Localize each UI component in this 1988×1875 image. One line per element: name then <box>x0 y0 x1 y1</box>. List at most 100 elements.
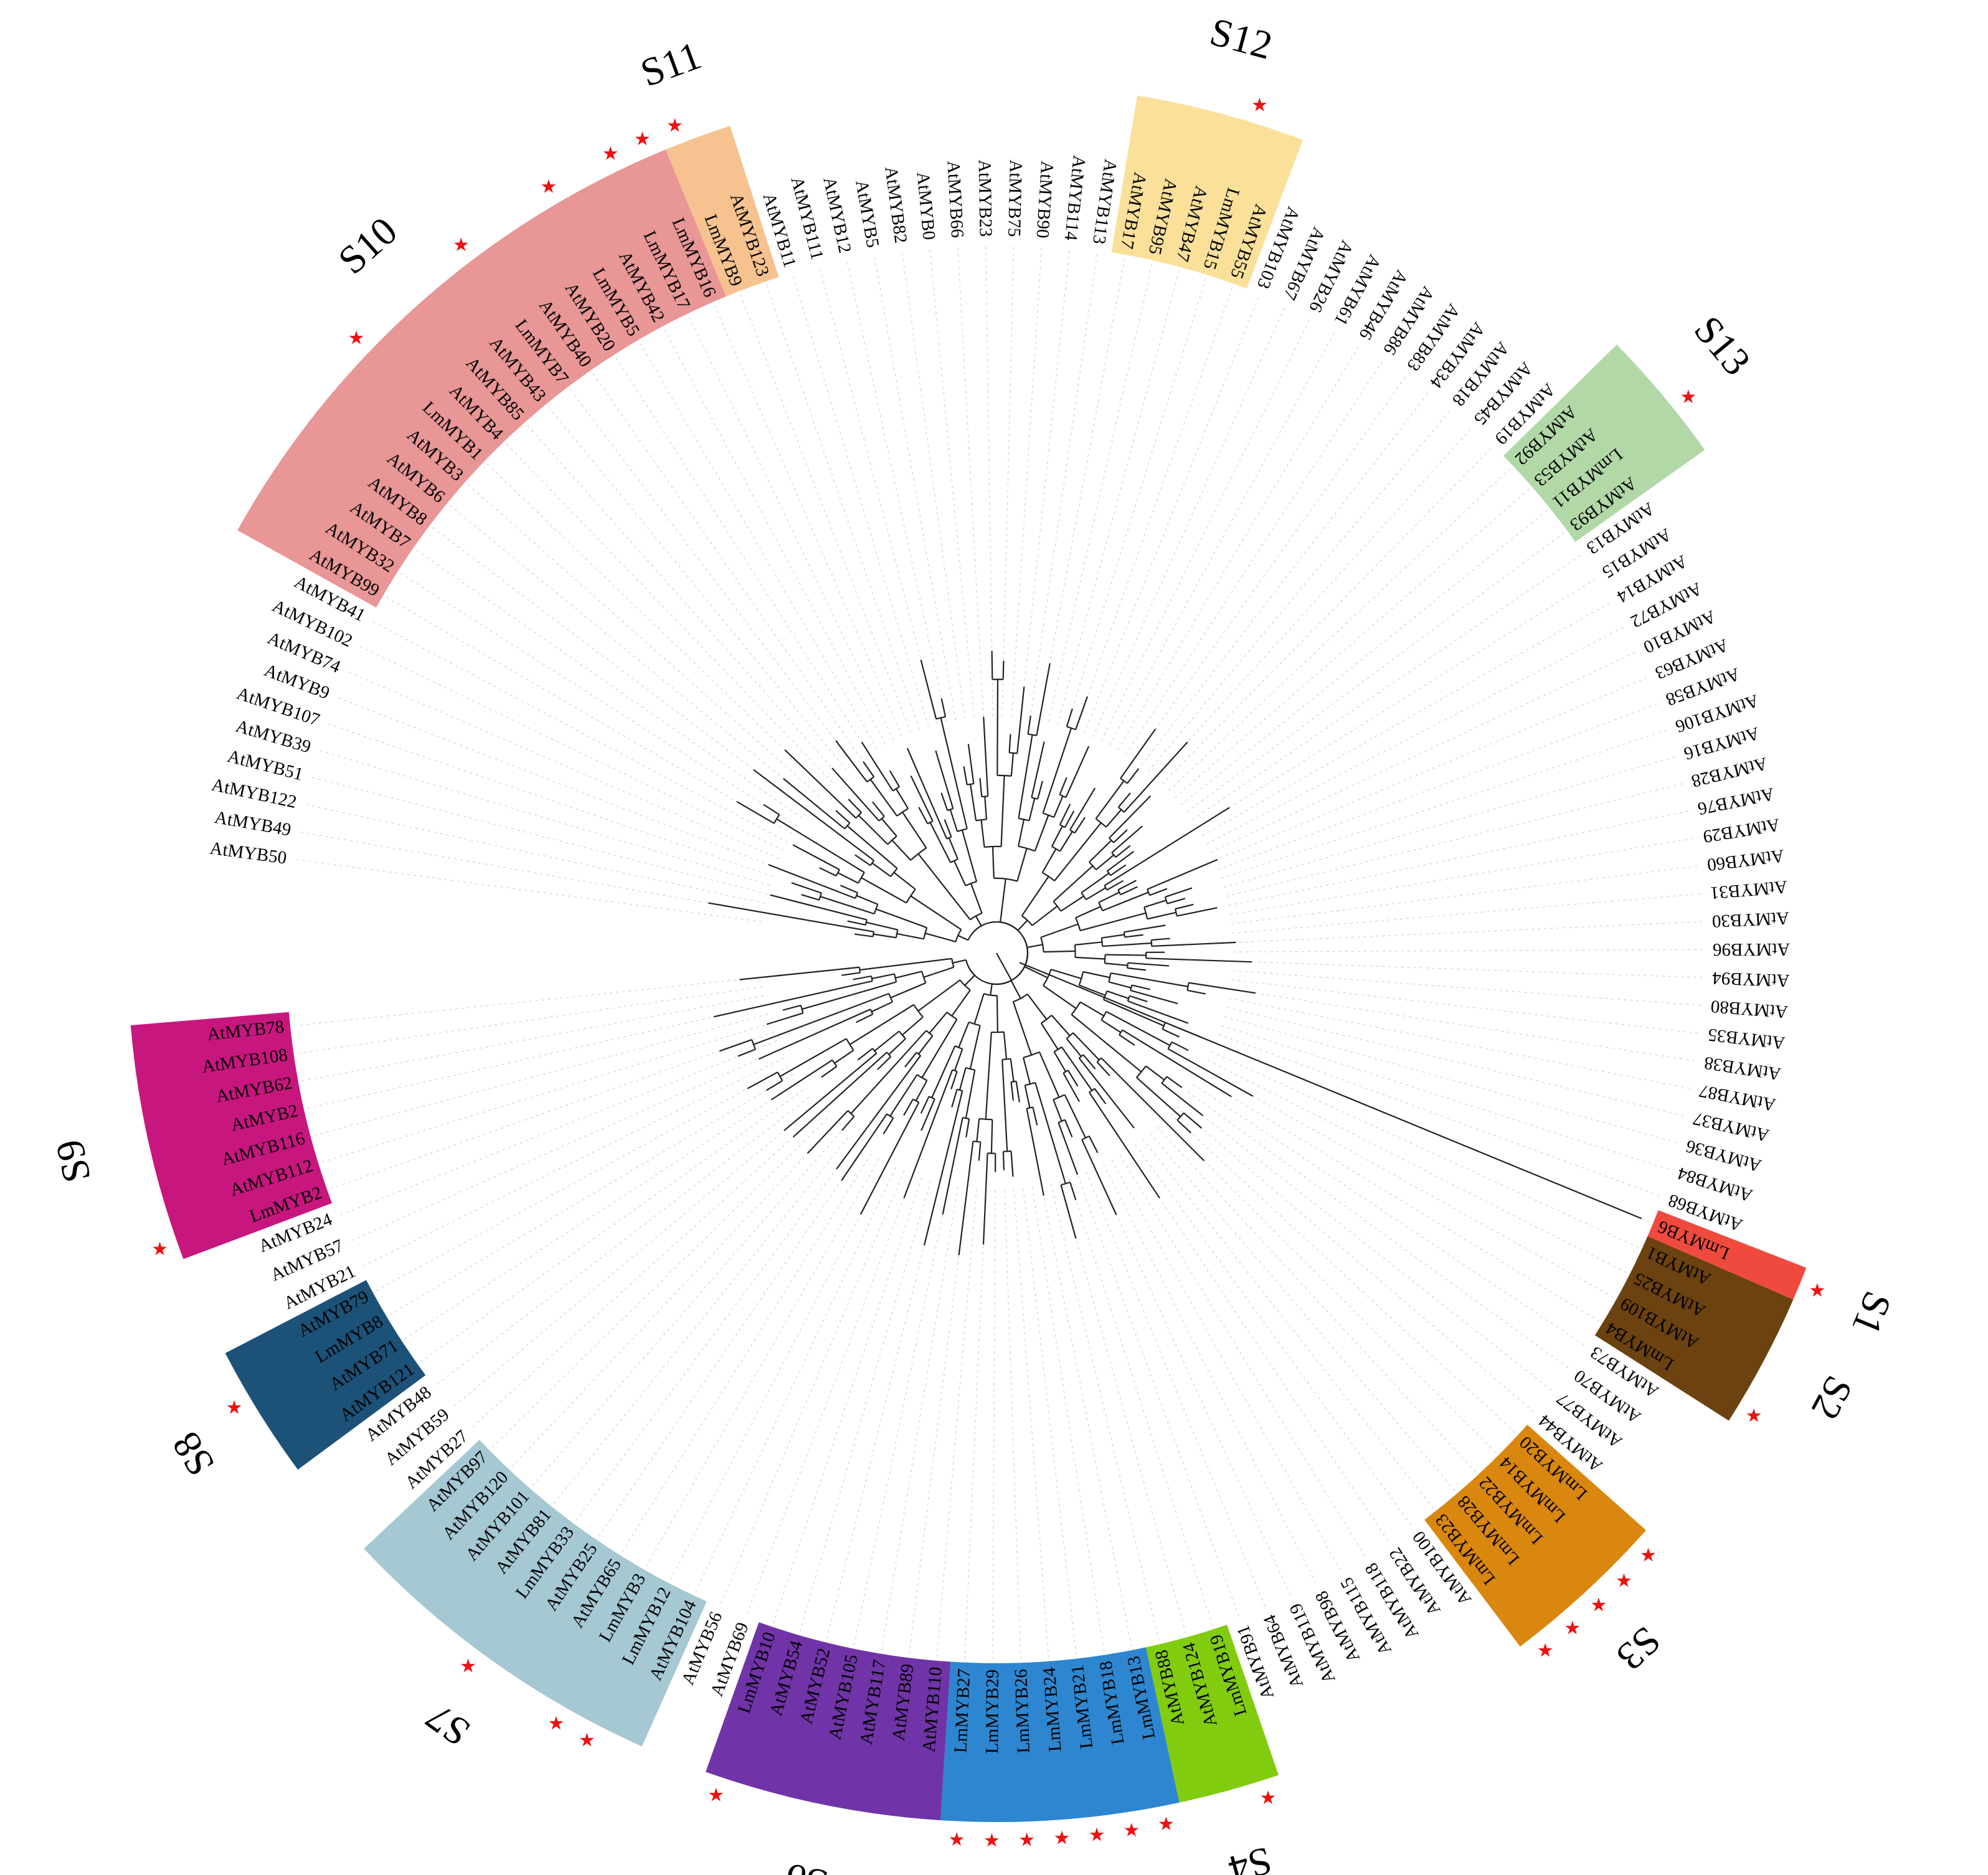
tree-arc <box>1108 972 1112 982</box>
star-marker: ★ <box>1123 1820 1140 1841</box>
tree-branch <box>1024 966 1048 979</box>
tree-branch <box>1080 912 1147 932</box>
tree-branch <box>853 975 872 980</box>
guide-line <box>1111 1159 1342 1573</box>
tree-branch <box>1074 817 1086 833</box>
tree-branch <box>736 800 775 824</box>
tree-branch <box>1028 798 1036 821</box>
guide-line <box>361 1057 785 1268</box>
tree-branch <box>1040 1022 1059 1050</box>
tree-arc <box>1002 1058 1011 1061</box>
guide-line <box>1206 625 1626 845</box>
tree-arc <box>921 971 927 984</box>
leaf-label: AtMYB35 <box>1707 1025 1786 1053</box>
tree-arc <box>968 938 1028 985</box>
tree-branch <box>768 864 856 900</box>
tree-branch <box>906 748 948 839</box>
tree-arc <box>973 1140 981 1143</box>
guide-line <box>1207 1060 1629 1275</box>
guide-line <box>1013 1189 1049 1660</box>
guide-line <box>597 1148 864 1539</box>
leaf-label: AtMYB30 <box>1711 908 1789 931</box>
star-marker: ★ <box>634 128 651 150</box>
tree-branch <box>1098 891 1120 903</box>
guide-line <box>418 1089 804 1364</box>
tree-arc <box>1127 995 1130 1002</box>
tree-branch <box>1089 840 1112 863</box>
tree-branch <box>1082 1054 1096 1070</box>
guide-line <box>1228 998 1693 1089</box>
guide-line <box>1186 531 1566 813</box>
tree-branch <box>893 871 916 890</box>
tree-branch <box>1089 1092 1160 1199</box>
guide-line <box>568 387 854 765</box>
tree-branch <box>801 894 820 901</box>
tree-branch <box>964 974 975 986</box>
tree-branch <box>1188 982 1256 994</box>
tree-branch <box>837 872 859 884</box>
guide-line <box>1163 1120 1498 1455</box>
star-markers: ★ ★ ★ ★ ★ ★ ★ ★ ★ ★ ★ ★ ★ ★ ★ ★ ★ ★ ★ ★ ★ ★ ★ ★ ★ ★ ★ ★ ★ <box>151 95 1825 1852</box>
tree-branch <box>841 1113 888 1181</box>
tree-arc <box>965 959 975 976</box>
tree-arc <box>818 893 822 901</box>
tree-branch <box>920 1096 930 1114</box>
tree-branch <box>782 1004 802 1011</box>
tree-branch <box>866 921 898 931</box>
tree-branch <box>1069 787 1096 830</box>
tree-branch <box>965 1070 976 1119</box>
tree-branch <box>883 1118 894 1135</box>
group-band-s7 <box>364 1440 707 1747</box>
group-label-s7: S7 <box>418 1694 478 1755</box>
tree-branch <box>1066 1038 1082 1057</box>
guide-line <box>1011 245 1043 717</box>
tree-branch <box>957 934 968 941</box>
tree-branch <box>802 981 897 1010</box>
tree-branch <box>1081 872 1110 893</box>
guide-line <box>874 254 957 720</box>
tree-branch <box>935 750 954 809</box>
tree-branch <box>1162 1028 1180 1038</box>
tree-branch <box>783 778 846 830</box>
tree-branch <box>792 844 840 870</box>
leaf-label: AtMYB0 <box>913 171 939 241</box>
guide-line <box>901 250 965 719</box>
guide-line <box>317 749 770 886</box>
tree-branch <box>901 1016 924 1036</box>
guide-line <box>1229 837 1697 915</box>
guide-line <box>1039 255 1126 721</box>
guide-line <box>1175 487 1531 798</box>
tree-arc <box>1119 1029 1123 1035</box>
tree-branch <box>1010 1058 1015 1082</box>
tree-arc <box>888 993 893 1002</box>
tree-branch <box>991 650 993 680</box>
tree-branch <box>1031 741 1045 798</box>
tree-branch <box>1147 911 1176 920</box>
guide-line <box>772 1177 922 1626</box>
tree-arc <box>1186 982 1190 991</box>
leaf-label: AtMYB38 <box>1703 1053 1782 1085</box>
tree-branch <box>1166 1076 1183 1088</box>
guide-line <box>1182 1099 1554 1392</box>
tree-branch <box>1008 734 1011 753</box>
tree-branch <box>881 818 897 837</box>
tree-branch <box>1023 1057 1031 1085</box>
tree-arc <box>1104 885 1108 891</box>
tree-branch <box>1117 792 1131 808</box>
tree-branch <box>1051 969 1082 979</box>
star-marker: ★ <box>602 143 619 164</box>
star-marker: ★ <box>983 1830 1000 1851</box>
tree-branch <box>920 660 937 719</box>
leaf-label: AtMYB75 <box>1004 159 1026 237</box>
tree-branch <box>849 1004 914 1045</box>
guide-line <box>1119 1155 1366 1559</box>
tree-branch <box>857 1048 873 1061</box>
tree-arc <box>1066 726 1076 731</box>
guide-line <box>1231 979 1701 1034</box>
tree-branch <box>1069 1182 1077 1200</box>
tree-branch <box>1187 989 1206 995</box>
guide-line <box>746 1174 914 1616</box>
guide-line <box>1226 1007 1687 1117</box>
guide-line <box>1140 391 1430 766</box>
guide-line <box>638 341 878 749</box>
